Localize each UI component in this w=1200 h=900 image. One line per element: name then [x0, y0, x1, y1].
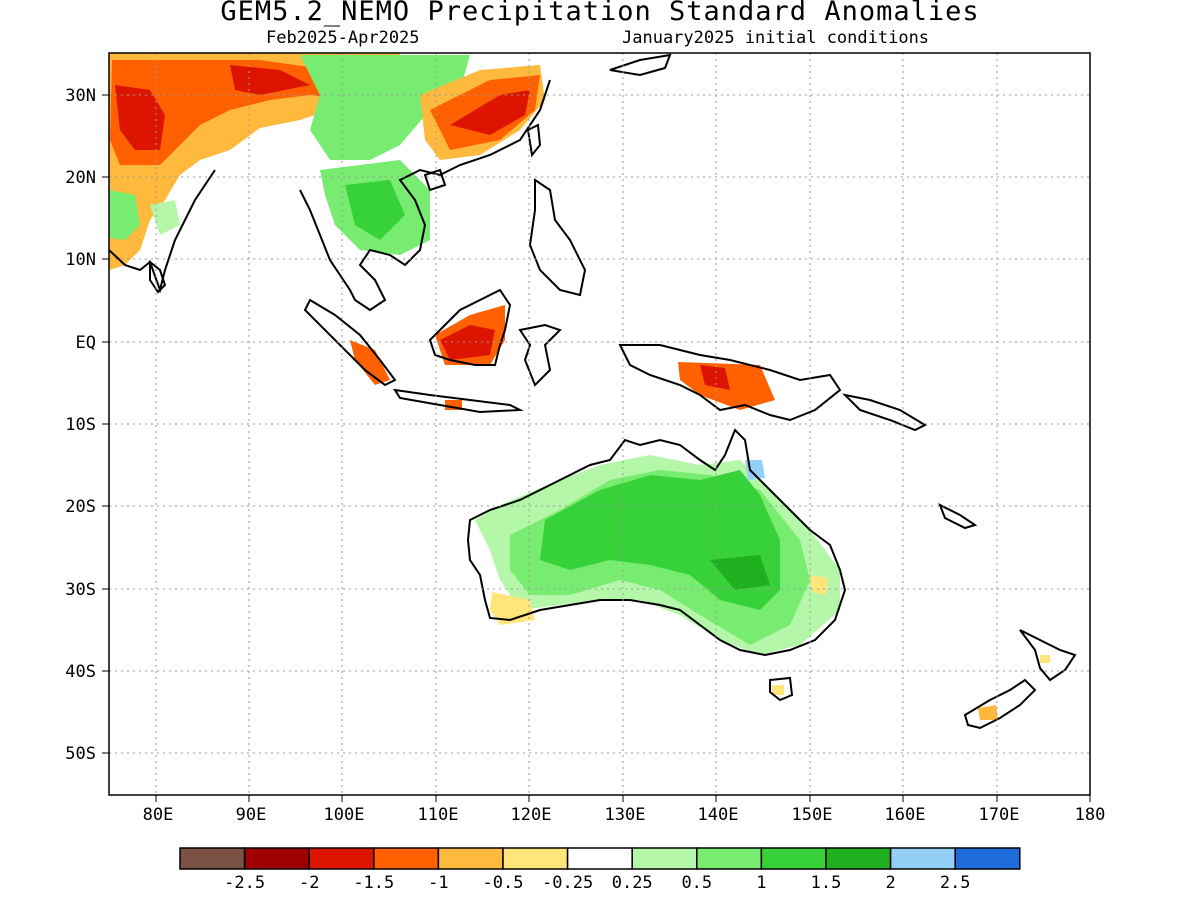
- lon-label: 160E: [885, 805, 926, 825]
- anomaly-seasia-wet: [300, 55, 470, 160]
- lon-label: 110E: [418, 805, 459, 825]
- colorbar-label: -2.5: [224, 873, 265, 893]
- coast-bismarck: [841, 393, 928, 432]
- anomaly-tibet-dry-core: [115, 85, 165, 150]
- lat-label: 20N: [65, 168, 96, 188]
- coast-nz-north: [1019, 629, 1077, 682]
- lon-label: 140E: [698, 805, 739, 825]
- anomaly-australia-wet-core: [540, 470, 780, 610]
- coast-sumatra: [303, 298, 397, 387]
- lat-label: 30N: [65, 86, 96, 106]
- gridlines: [109, 53, 1090, 795]
- colorbar-label: 2: [885, 873, 895, 893]
- coast-tasmania: [769, 676, 794, 702]
- colorbar-swatch: [308, 847, 375, 870]
- lon-label: 130E: [605, 805, 646, 825]
- map-title: GEM5.2_NEMO Precipitation Standard Anoma…: [220, 0, 980, 27]
- coast-indochina: [299, 79, 551, 312]
- coast-japan: [609, 53, 672, 77]
- colorbar-swatch: [243, 847, 310, 870]
- anomaly-china-dry-core: [450, 90, 530, 135]
- anomaly-sumatra-dry: [350, 340, 390, 385]
- lon-label: 120E: [511, 805, 552, 825]
- colorbar-label: 0.25: [612, 873, 653, 893]
- colorbar-swatch: [889, 847, 956, 870]
- lat-label: 50S: [65, 744, 96, 764]
- map-frame: [108, 52, 1091, 796]
- colorbar-swatch: [502, 847, 569, 870]
- anomaly-borneo-dry-core: [440, 325, 495, 360]
- lon-label: 150E: [792, 805, 833, 825]
- lat-label: 40S: [65, 662, 96, 682]
- anomaly-east-australia-dry: [810, 575, 828, 595]
- coast-taiwan: [526, 123, 542, 158]
- lat-label: 10S: [65, 415, 96, 435]
- anomaly-tibet-dry-core2: [230, 65, 310, 95]
- anomaly-indochina-wet-core: [345, 180, 405, 240]
- anomaly-australia-wet-core2: [710, 555, 770, 590]
- lat-label: EQ: [76, 333, 96, 353]
- initial-conditions: January2025 initial conditions: [622, 28, 930, 48]
- colorbar-label: 2.5: [940, 873, 971, 893]
- colorbar-label: -0.5: [483, 873, 524, 893]
- coast-australia: [466, 428, 847, 657]
- anomaly-india-wet2: [150, 200, 180, 235]
- coastlines: [109, 53, 1077, 730]
- lon-label: 80E: [143, 805, 174, 825]
- anomaly-tasmania-dry: [772, 685, 784, 695]
- colorbar-swatch: [696, 847, 763, 870]
- coast-nz-south: [963, 678, 1037, 730]
- lon-label: 90E: [236, 805, 267, 825]
- coast-borneo: [428, 288, 512, 366]
- colorbar-swatch: [179, 847, 246, 870]
- colorbar-label: -1: [428, 873, 448, 893]
- coast-philippines: [528, 178, 587, 297]
- lon-label: 100E: [324, 805, 365, 825]
- coast-newguinea: [618, 344, 842, 422]
- lat-label: 30S: [65, 580, 96, 600]
- colorbar-label: -2: [299, 873, 319, 893]
- colorbar-swatch: [437, 847, 504, 870]
- anomaly-newguinea-dry-core: [700, 365, 730, 390]
- colorbar-labels: -2.5 -2 -1.5 -1 -0.5 -0.25 0.25 0.5 1 1.5 2 2.5: [224, 873, 970, 893]
- colorbar-swatch: [825, 847, 892, 870]
- colorbar-swatch: [631, 847, 698, 870]
- lat-label: 10N: [65, 250, 96, 270]
- axis-ticks: [102, 94, 1091, 802]
- colorbar-swatch: [373, 847, 440, 870]
- anomaly-nz-dry2: [1040, 655, 1050, 663]
- forecast-period: Feb2025-Apr2025: [266, 28, 420, 48]
- coast-hainan: [423, 168, 447, 192]
- anomaly-sw-australia-dry: [490, 592, 535, 625]
- colorbar: [179, 847, 1021, 870]
- anomaly-fields: [109, 53, 1050, 720]
- anomaly-nz-dry: [978, 705, 998, 720]
- lat-label: 20S: [65, 497, 96, 517]
- colorbar-swatch: [760, 847, 827, 870]
- lon-label: 180: [1075, 805, 1106, 825]
- colorbar-label: -0.25: [542, 873, 593, 893]
- colorbar-label: 1.5: [811, 873, 842, 893]
- lon-labels: 80E 90E 100E 110E 120E 130E 140E 150E 16…: [143, 805, 1106, 825]
- colorbar-swatch: [954, 847, 1021, 870]
- anomaly-india-wet: [109, 190, 140, 240]
- coast-sulawesi: [518, 323, 562, 387]
- colorbar-swatch: [566, 847, 633, 870]
- coast-java: [393, 388, 524, 414]
- colorbar-label: 0.5: [681, 873, 712, 893]
- colorbar-label: -1.5: [353, 873, 394, 893]
- coast-srilanka: [149, 259, 167, 294]
- lon-label: 170E: [979, 805, 1020, 825]
- lat-labels: 30N 20N 10N EQ 10S 20S 30S 40S 50S: [65, 86, 96, 764]
- coast-solomons: [938, 502, 978, 530]
- colorbar-label: 1: [756, 873, 766, 893]
